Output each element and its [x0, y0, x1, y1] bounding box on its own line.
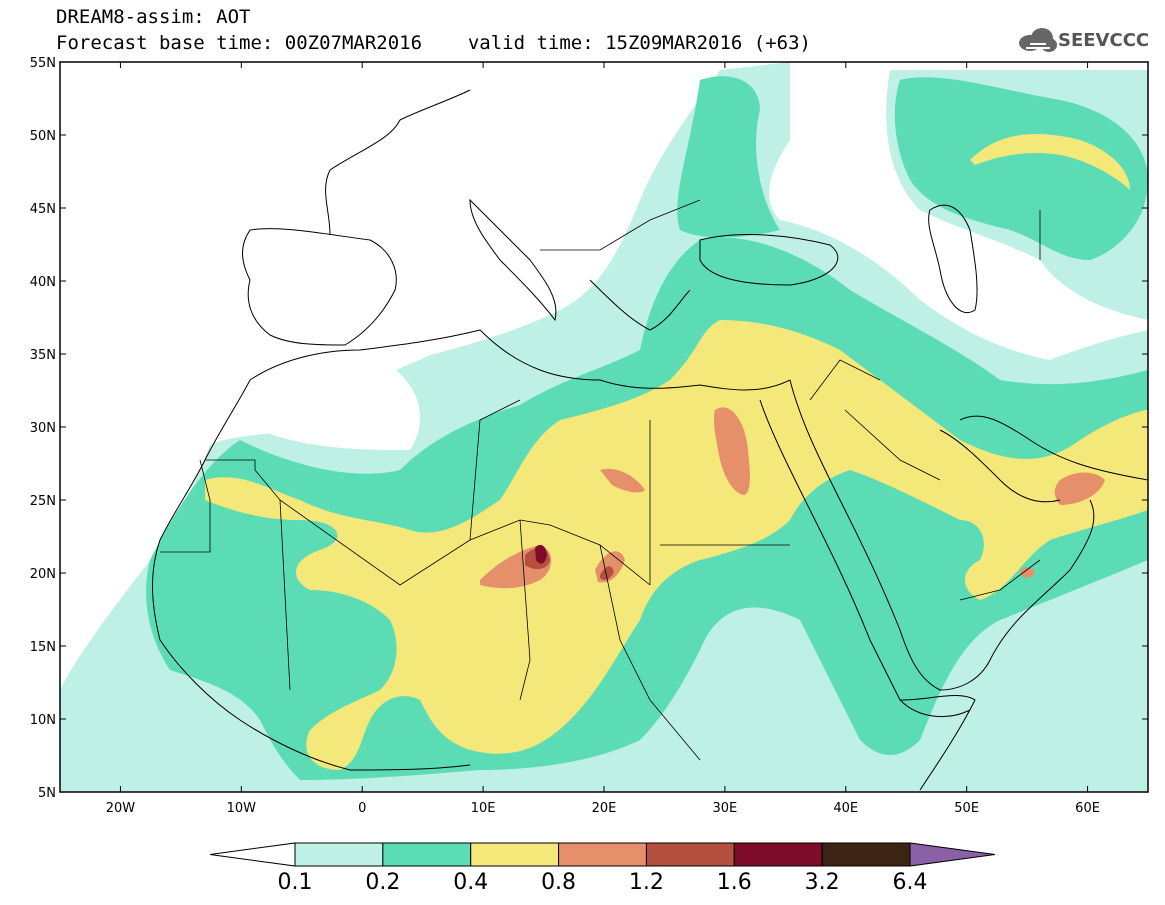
- valid-time-label: valid time: 15Z09MAR2016 (+63): [467, 32, 811, 54]
- colorbar-level-label: 0.4: [453, 870, 489, 895]
- colorbar-level-label: 3.2: [804, 870, 840, 895]
- country-borders: [160, 199, 1041, 761]
- lon-label: 20W: [106, 801, 136, 816]
- latitude-axis: 55N 50N 45N 40N 35N 30N 25N 20N 15N 10N 5N: [30, 56, 1148, 801]
- lon-label: 60E: [1075, 801, 1100, 816]
- colorbar-level-label: 6.4: [892, 870, 928, 895]
- logo-text: SEEVCCC: [1058, 30, 1150, 51]
- colorbar-level-label: 1.6: [716, 870, 752, 895]
- lon-label: 20E: [592, 801, 617, 816]
- lat-label: 40N: [30, 275, 56, 290]
- lon-label: 10E: [471, 801, 496, 816]
- base-time-label: Forecast base time: 00Z07MAR2016: [56, 32, 423, 54]
- aot-band-0-2-caspian: [894, 77, 1148, 261]
- aot-band-0-8-oman: [1020, 567, 1035, 578]
- lat-label: 50N: [30, 129, 56, 144]
- colorbar-level-label: 0.2: [365, 870, 401, 895]
- clean-air-morocco: [240, 360, 420, 450]
- lat-label: 20N: [30, 567, 56, 582]
- colorbar-level-label: 0.8: [541, 870, 577, 895]
- aot-band-1-2-sudan: [600, 566, 614, 580]
- lat-label: 30N: [30, 421, 56, 436]
- colorbar-level-label: 1.2: [628, 870, 664, 895]
- lon-label: 10W: [227, 801, 257, 816]
- lat-label: 35N: [30, 348, 56, 363]
- aot-band-0-2-balkans: [677, 76, 780, 238]
- seevccc-logo: [1019, 28, 1057, 52]
- lat-label: 15N: [30, 640, 56, 655]
- lon-label: 0: [358, 801, 366, 816]
- lat-label: 55N: [30, 56, 56, 71]
- lon-label: 50E: [954, 801, 979, 816]
- longitude-axis: 20W 10W 0 10E 20E 30E 40E 50E 60E: [106, 62, 1100, 816]
- lat-label: 10N: [30, 713, 56, 728]
- time-info: Forecast base time: 00Z07MAR2016 valid t…: [56, 32, 811, 54]
- aot-band-0-8-uae: [1054, 472, 1105, 505]
- aot-band-0-8-egypt: [713, 407, 750, 495]
- chart-title: DREAM8-assim: AOT: [56, 6, 251, 28]
- aot-band-1-6: [535, 544, 547, 564]
- lat-label: 25N: [30, 494, 56, 509]
- lon-label: 40E: [833, 801, 858, 816]
- colorbar-level-label: 0.1: [277, 870, 313, 895]
- lon-label: 30E: [713, 801, 738, 816]
- lat-label: 45N: [30, 202, 56, 217]
- aot-band-0-4-caspian: [970, 134, 1130, 190]
- lat-label: 5N: [38, 786, 56, 801]
- coastlines: [152, 89, 1148, 791]
- cloud-icon: [1019, 28, 1057, 52]
- aot-band-0-8-libya: [600, 468, 645, 493]
